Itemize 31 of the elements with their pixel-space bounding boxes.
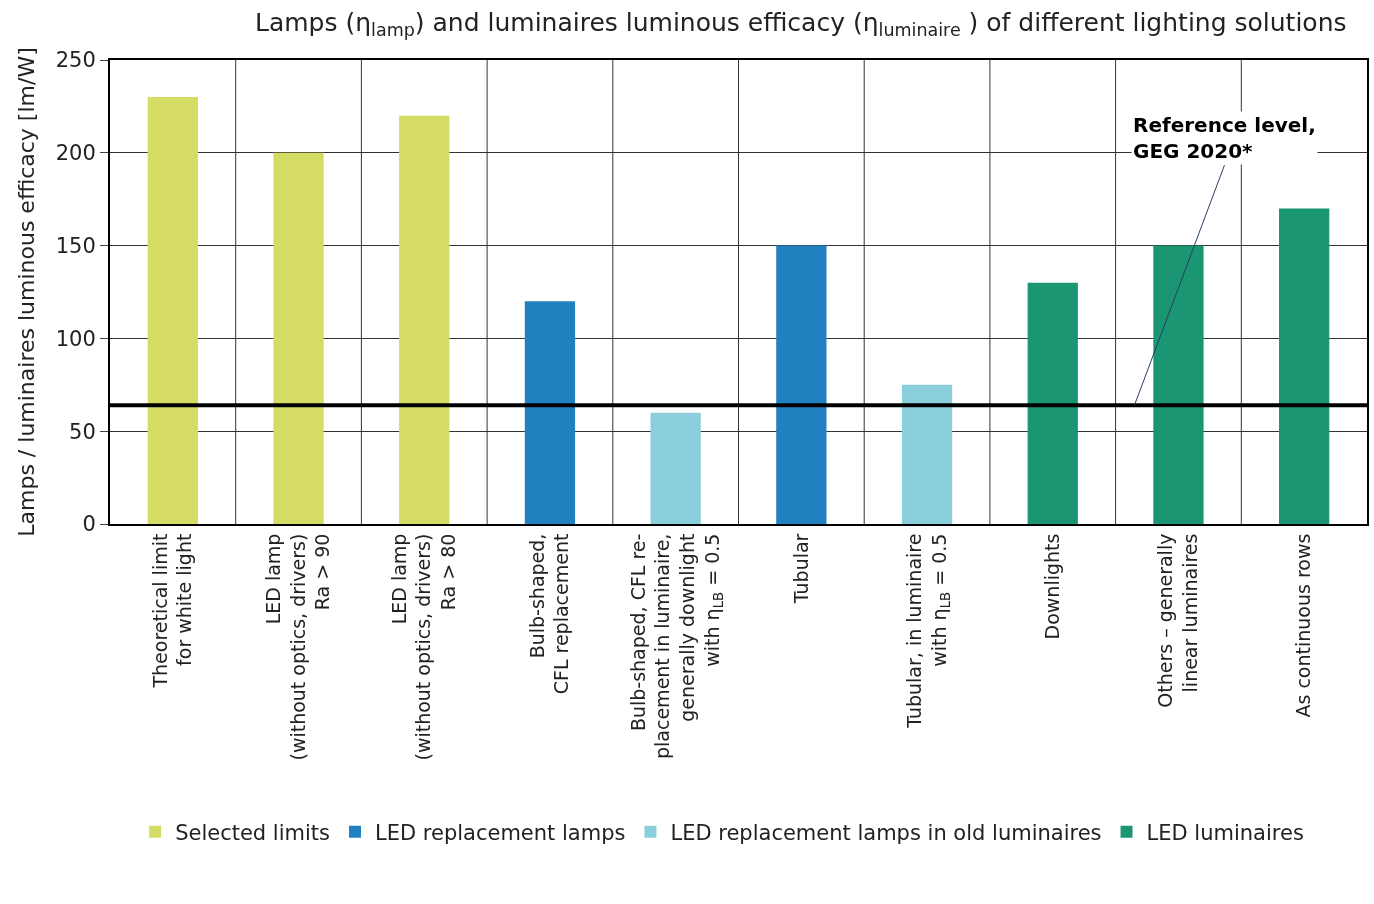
y-tick-label: 200: [55, 141, 96, 166]
x-tick-label: LED lamp (without optics, drivers) Ra > 90: [262, 533, 334, 761]
x-tick-label: Downlights: [1040, 533, 1063, 640]
bar: [273, 152, 324, 524]
chart-title: Lamps (η$_{lamp}$) and luminaires luminous efficacy (η$_{luminaire}$ ) of different lighting solutions: [255, 8, 1347, 41]
bar: [1279, 208, 1330, 524]
x-tick-label: LED lamp (without optics, drivers) Ra > 80: [387, 533, 460, 761]
bar: [650, 412, 701, 524]
bar: [776, 245, 827, 524]
x-tick-label: Theoretical limit for white light: [148, 533, 196, 689]
x-tick-label: Others – generally linear luminaires: [1154, 533, 1201, 708]
y-tick-label: 150: [55, 233, 96, 258]
bar: [1027, 282, 1078, 524]
legend-label: LED replacement lamps in old luminaires: [670, 821, 1102, 846]
y-tick-label: 100: [55, 326, 96, 351]
legend-label: LED replacement lamps: [375, 821, 626, 846]
y-tick-label: 0: [82, 512, 96, 537]
bar: [1153, 245, 1204, 524]
bar: [399, 115, 450, 524]
legend-label: LED luminaires: [1146, 821, 1304, 846]
y-axis-title: Lamps / luminaires luminous efficacy [lm/W]: [14, 47, 40, 537]
bar: [147, 97, 198, 524]
y-tick-label: 50: [69, 419, 96, 444]
legend-label: Selected limits: [175, 821, 330, 846]
x-tick-label: Tubular: [789, 533, 812, 605]
bar: [901, 384, 953, 524]
x-tick-label: Bulb-shaped, CFL replacement: [525, 533, 573, 695]
ref-line-label: Reference level, GEG 2020*: [1133, 113, 1316, 163]
y-tick-label: 250: [55, 48, 96, 73]
bar: [524, 301, 576, 524]
x-tick-label: As continuous rows: [1292, 533, 1315, 718]
